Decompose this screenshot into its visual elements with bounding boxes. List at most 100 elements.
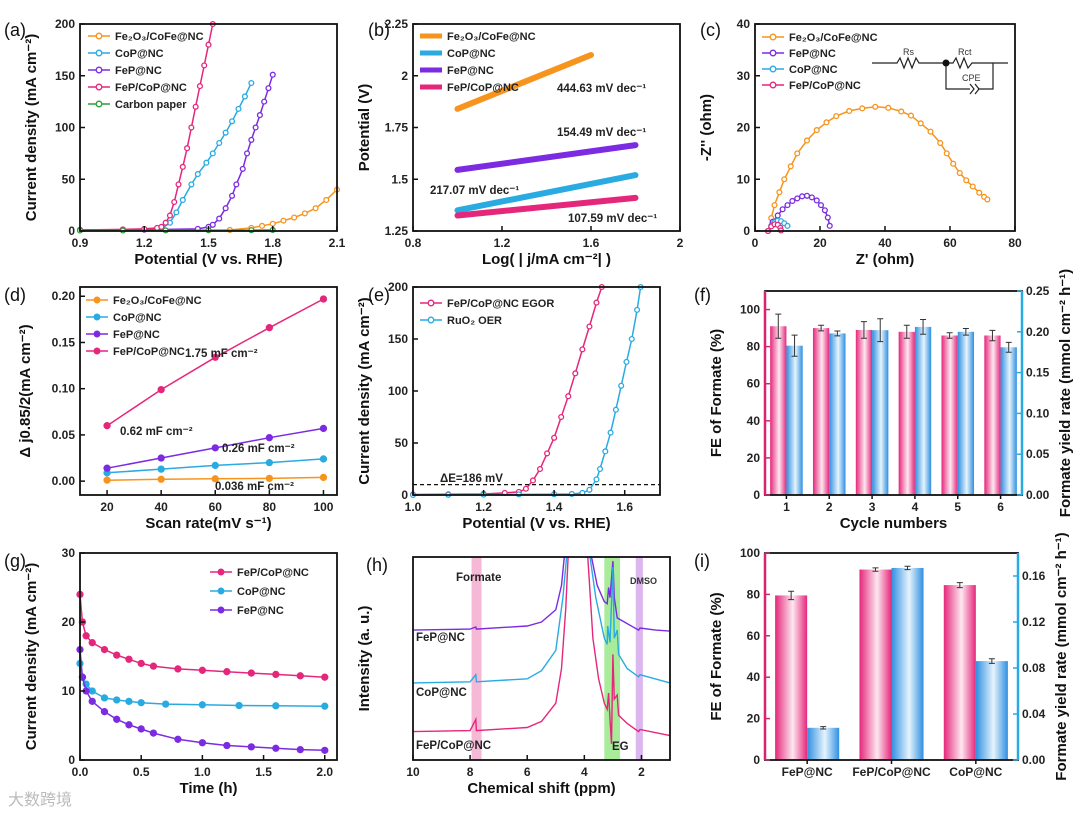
panel-label: (e) bbox=[368, 285, 390, 305]
data-point bbox=[211, 353, 219, 361]
y-tick-label: 1.75 bbox=[385, 121, 409, 135]
legend-marker bbox=[93, 347, 101, 355]
data-point bbox=[100, 645, 109, 654]
y-tick-label: 0 bbox=[401, 488, 408, 502]
legend-item: RuO₂ OER bbox=[420, 315, 502, 327]
panel-label: (b) bbox=[368, 20, 390, 40]
legend-marker bbox=[769, 33, 777, 41]
legend-marker bbox=[217, 606, 225, 614]
data-point bbox=[269, 71, 276, 78]
annotation: 0.036 mF cm⁻² bbox=[215, 481, 294, 493]
series-fep-nc bbox=[454, 142, 639, 173]
y-tick-label: 100 bbox=[740, 303, 760, 317]
error-bar bbox=[956, 582, 963, 589]
data-point bbox=[256, 112, 263, 119]
band-label-dmso: DMSO bbox=[630, 576, 657, 586]
y-tick-label: 80 bbox=[747, 587, 761, 601]
data-point bbox=[558, 413, 565, 421]
legend-marker bbox=[217, 587, 225, 595]
data-point bbox=[319, 295, 328, 303]
data-point bbox=[963, 177, 970, 184]
panel-h: (h) 10 8 6 4 2 Chemical shift (ppm) Intensity (… bbox=[356, 555, 671, 797]
data-point bbox=[88, 687, 96, 695]
legend-item: FeP@NC bbox=[762, 48, 836, 60]
plot-frame bbox=[764, 290, 1023, 496]
legend-label: FeP/CoP@NC bbox=[789, 80, 861, 92]
series-fep-nc bbox=[76, 71, 276, 234]
x-axis-label: Time (h) bbox=[179, 780, 237, 797]
data-point bbox=[618, 382, 625, 389]
legend-marker bbox=[95, 83, 103, 91]
bar-fe bbox=[775, 595, 808, 760]
data-point bbox=[976, 189, 983, 196]
plot-frame bbox=[79, 552, 338, 761]
data-point bbox=[784, 202, 791, 209]
series-line bbox=[412, 556, 569, 733]
legend-label: FeP/CoP@NC EGOR bbox=[447, 298, 554, 310]
data-point bbox=[593, 299, 600, 306]
data-point bbox=[586, 323, 593, 330]
annotation: 0.62 mF cm⁻² bbox=[120, 426, 193, 438]
y-tick-label: 20 bbox=[62, 615, 76, 629]
legend-label: FeP@NC bbox=[789, 48, 836, 60]
data-point bbox=[272, 744, 280, 752]
data-point bbox=[265, 434, 274, 442]
annotation: 0.26 mF cm⁻² bbox=[222, 443, 295, 455]
x-axis-label: Potential (V vs. RHE) bbox=[134, 251, 282, 268]
y2-tick-label: 0.16 bbox=[1022, 569, 1046, 583]
legend-item: FeP@NC bbox=[420, 65, 494, 77]
data-point bbox=[188, 124, 195, 131]
legend-item: FeP/CoP@NC EGOR bbox=[420, 298, 554, 310]
data-point bbox=[103, 464, 111, 472]
y2-tick-label: 0.00 bbox=[1022, 753, 1046, 767]
data-point bbox=[817, 202, 825, 209]
series-cop-nc bbox=[412, 556, 671, 684]
legend-label: Fe₂O₃/CoFe@NC bbox=[447, 31, 536, 43]
y-tick-label: 30 bbox=[62, 546, 76, 560]
y-tick-label: 2 bbox=[401, 69, 408, 83]
data-point bbox=[859, 105, 866, 112]
legend-item: Fe₂O₃/CoFe@NC bbox=[86, 295, 202, 307]
data-point bbox=[235, 701, 243, 710]
bar-yield bbox=[829, 333, 846, 495]
y-tick-label: 40 bbox=[747, 414, 761, 428]
data-point bbox=[296, 672, 304, 680]
data-point bbox=[162, 219, 169, 226]
series-cop-nc bbox=[454, 172, 639, 214]
x-tick-label: 60 bbox=[209, 500, 223, 514]
x-tick-label: 40 bbox=[154, 500, 168, 514]
data-point bbox=[907, 112, 915, 119]
circuit-wires bbox=[872, 56, 1008, 90]
x-axis-label: Cycle numbers bbox=[840, 515, 948, 532]
data-point bbox=[956, 169, 963, 177]
x-axis-label: Chemical shift (ppm) bbox=[467, 780, 615, 797]
x-tick-label: 5 bbox=[954, 500, 961, 514]
series-line bbox=[412, 556, 568, 684]
legend-marker bbox=[95, 49, 103, 57]
band-formate bbox=[471, 557, 482, 760]
series-line bbox=[454, 52, 594, 112]
y-axis-label: FE of Formate (%) bbox=[708, 329, 725, 457]
x-tick-label: 1.8 bbox=[264, 236, 281, 250]
x-tick-label: CoP@NC bbox=[949, 765, 1002, 779]
panel-a: (a) 0.9 1.2 1.5 1.8 2.1 0 50 100 150 200 Potential … bbox=[4, 17, 346, 268]
legend-item: CoP@NC bbox=[420, 48, 496, 60]
data-point bbox=[157, 465, 165, 473]
data-point bbox=[173, 209, 180, 216]
series-fep-nc bbox=[412, 556, 671, 632]
data-point bbox=[596, 465, 604, 473]
data-point bbox=[88, 697, 96, 705]
series-fep-nc bbox=[76, 645, 329, 754]
data-point bbox=[198, 666, 207, 674]
data-point bbox=[813, 127, 820, 134]
x-tick-label: 6 bbox=[997, 500, 1004, 514]
x-tick-label: 1.5 bbox=[200, 236, 217, 250]
data-point bbox=[612, 406, 619, 413]
error-bar bbox=[903, 324, 910, 339]
y-tick-label: 50 bbox=[62, 172, 76, 186]
data-point bbox=[602, 448, 609, 455]
data-point bbox=[100, 694, 109, 702]
y-tick-label: 0.10 bbox=[52, 382, 76, 396]
data-point bbox=[808, 194, 815, 201]
legend-item: FeP/CoP@NC bbox=[86, 346, 185, 358]
